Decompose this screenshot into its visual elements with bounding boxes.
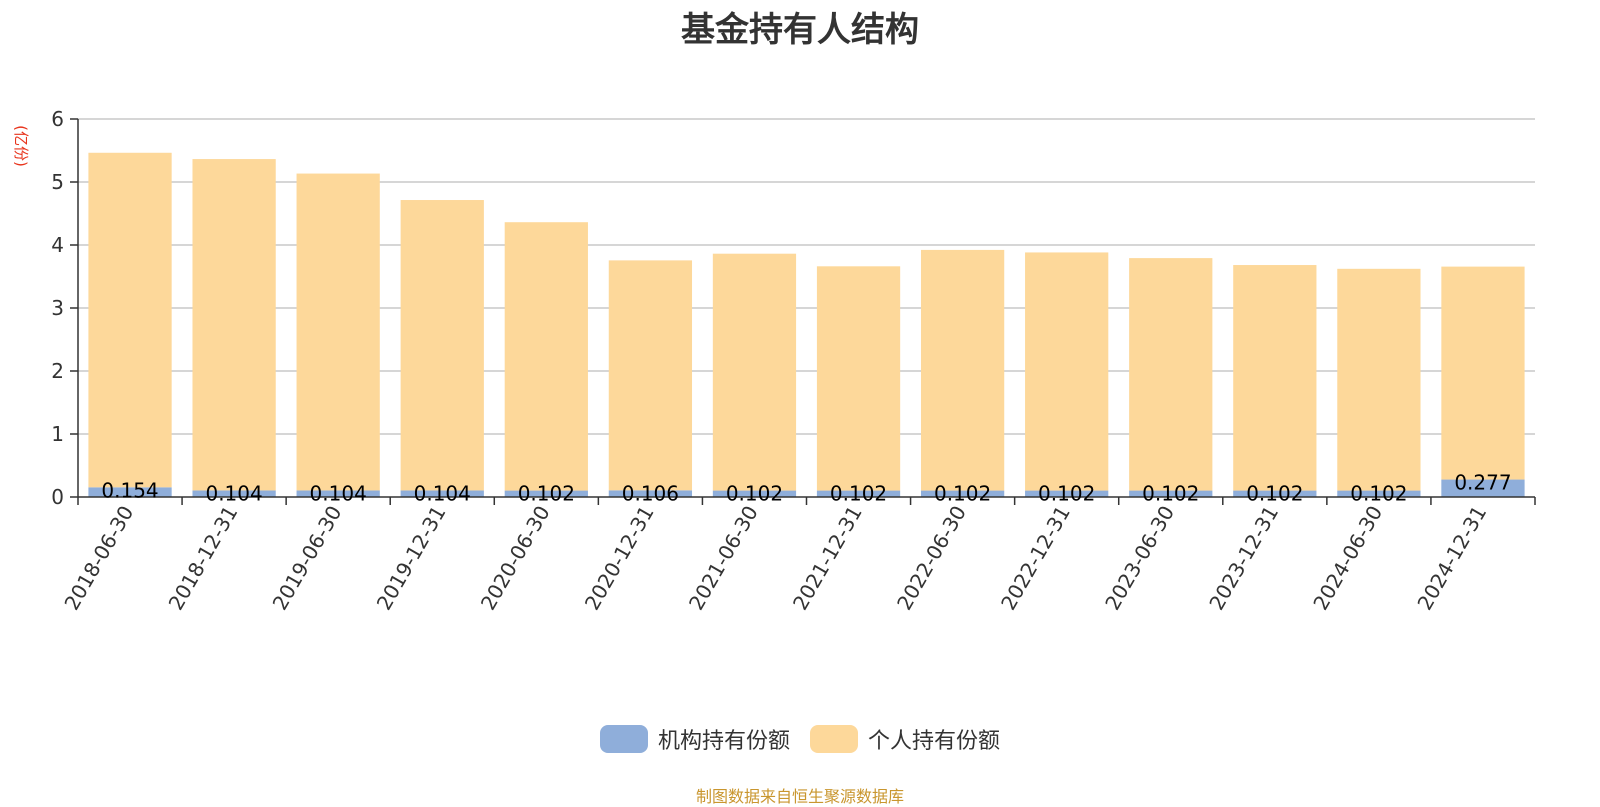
x-tick-label: 2024-06-30 [1308, 502, 1387, 615]
bar-individual [296, 173, 380, 491]
bar-individual [1441, 266, 1525, 480]
data-label-institutional: 0.102 [726, 482, 783, 506]
legend-item-institutional[interactable]: 机构持有份额 [599, 723, 790, 755]
bar-institutional [816, 490, 901, 497]
bar-institutional [192, 490, 276, 497]
y-tick-label: 2 [51, 359, 64, 383]
y-tick-label: 4 [51, 233, 64, 257]
bar-individual [400, 200, 484, 491]
x-tick-label: 2022-06-30 [892, 502, 971, 615]
legend-label-individual: 个人持有份额 [868, 729, 1001, 754]
data-labels: 0.154 0.104 0.104 0.104 0.102 0.106 0.102 0.102… [101, 471, 1511, 506]
bar-institutional [1233, 490, 1317, 497]
chart-title: 基金持有人结构 [681, 10, 919, 50]
x-tick-label: 2019-06-30 [268, 502, 347, 615]
bar-individual [1129, 258, 1213, 491]
legend-item-individual[interactable]: 个人持有份额 [810, 723, 1000, 755]
x-tick-label: 2020-06-30 [476, 502, 555, 615]
legend: 机构持有份额 个人持有份额 [0, 723, 1600, 755]
legend-swatch-institutional [599, 725, 648, 753]
bar-individual [1337, 268, 1421, 491]
x-tick-label: 2022-12-31 [996, 502, 1075, 615]
data-label-institutional: 0.104 [414, 481, 471, 505]
y-tick-label: 1 [51, 422, 64, 446]
bar-individual [88, 152, 172, 488]
bar-individual [712, 253, 797, 491]
bar-institutional [1129, 490, 1213, 497]
bar-institutional [88, 487, 172, 497]
bar-institutional [1441, 479, 1525, 497]
source-note: 制图数据来自恒生聚源数据库 [695, 787, 904, 806]
bar-institutional [608, 490, 693, 497]
bar-institutional [920, 490, 1005, 497]
data-label-institutional: 0.102 [934, 482, 991, 506]
bar-institutional [400, 490, 484, 497]
x-tick-labels: 2018-06-30 2018-12-31 2019-06-30 2019-12-31… [59, 502, 1491, 615]
data-label-institutional: 0.104 [205, 481, 262, 505]
x-tick-label: 2018-06-30 [59, 502, 138, 615]
bar-individual [1233, 265, 1317, 491]
bar-institutional [1337, 490, 1421, 497]
y-tick-label: 3 [51, 296, 64, 320]
x-tick-label: 2019-12-31 [372, 502, 451, 615]
bar-individual [192, 159, 276, 491]
y-tick-label: 5 [51, 170, 64, 194]
bar-institutional [296, 490, 380, 497]
y-tick-label: 6 [51, 107, 64, 131]
bar-individual [608, 260, 693, 491]
axes [70, 118, 1536, 505]
bar-individual [920, 249, 1005, 491]
data-label-institutional: 0.102 [518, 482, 575, 506]
legend-swatch-individual [810, 725, 858, 753]
bars [88, 152, 1525, 497]
data-label-institutional: 0.102 [1038, 482, 1095, 506]
legend-label-institutional: 机构持有份额 [657, 729, 790, 754]
bar-individual [1025, 252, 1109, 491]
x-tick-label: 2023-12-31 [1204, 502, 1283, 615]
data-label-institutional: 0.154 [101, 478, 158, 502]
x-tick-label: 2018-12-31 [164, 502, 243, 615]
data-label-institutional: 0.102 [1246, 482, 1303, 506]
bar-individual [504, 222, 588, 491]
x-tick-label: 2023-06-30 [1100, 502, 1179, 615]
x-tick-label: 2021-12-31 [788, 502, 867, 615]
data-label-institutional: 0.102 [830, 482, 887, 506]
y-tick-label: 0 [51, 485, 64, 509]
x-tick-label: 2021-06-30 [684, 502, 763, 615]
y-tick-labels: 0 1 2 3 4 5 6 [51, 107, 64, 509]
data-label-institutional: 0.102 [1350, 482, 1407, 506]
data-label-institutional: 0.106 [622, 481, 679, 505]
y-axis-label: (亿份) [12, 125, 30, 167]
data-label-institutional: 0.277 [1454, 471, 1511, 495]
data-label-institutional: 0.104 [310, 481, 367, 505]
x-tick-label: 2020-12-31 [580, 502, 659, 615]
data-label-institutional: 0.102 [1142, 482, 1199, 506]
x-tick-label: 2024-12-31 [1412, 502, 1491, 615]
bar-individual [816, 266, 901, 491]
bar-institutional [712, 490, 797, 497]
bar-institutional [1025, 490, 1109, 497]
bar-institutional [504, 490, 588, 497]
